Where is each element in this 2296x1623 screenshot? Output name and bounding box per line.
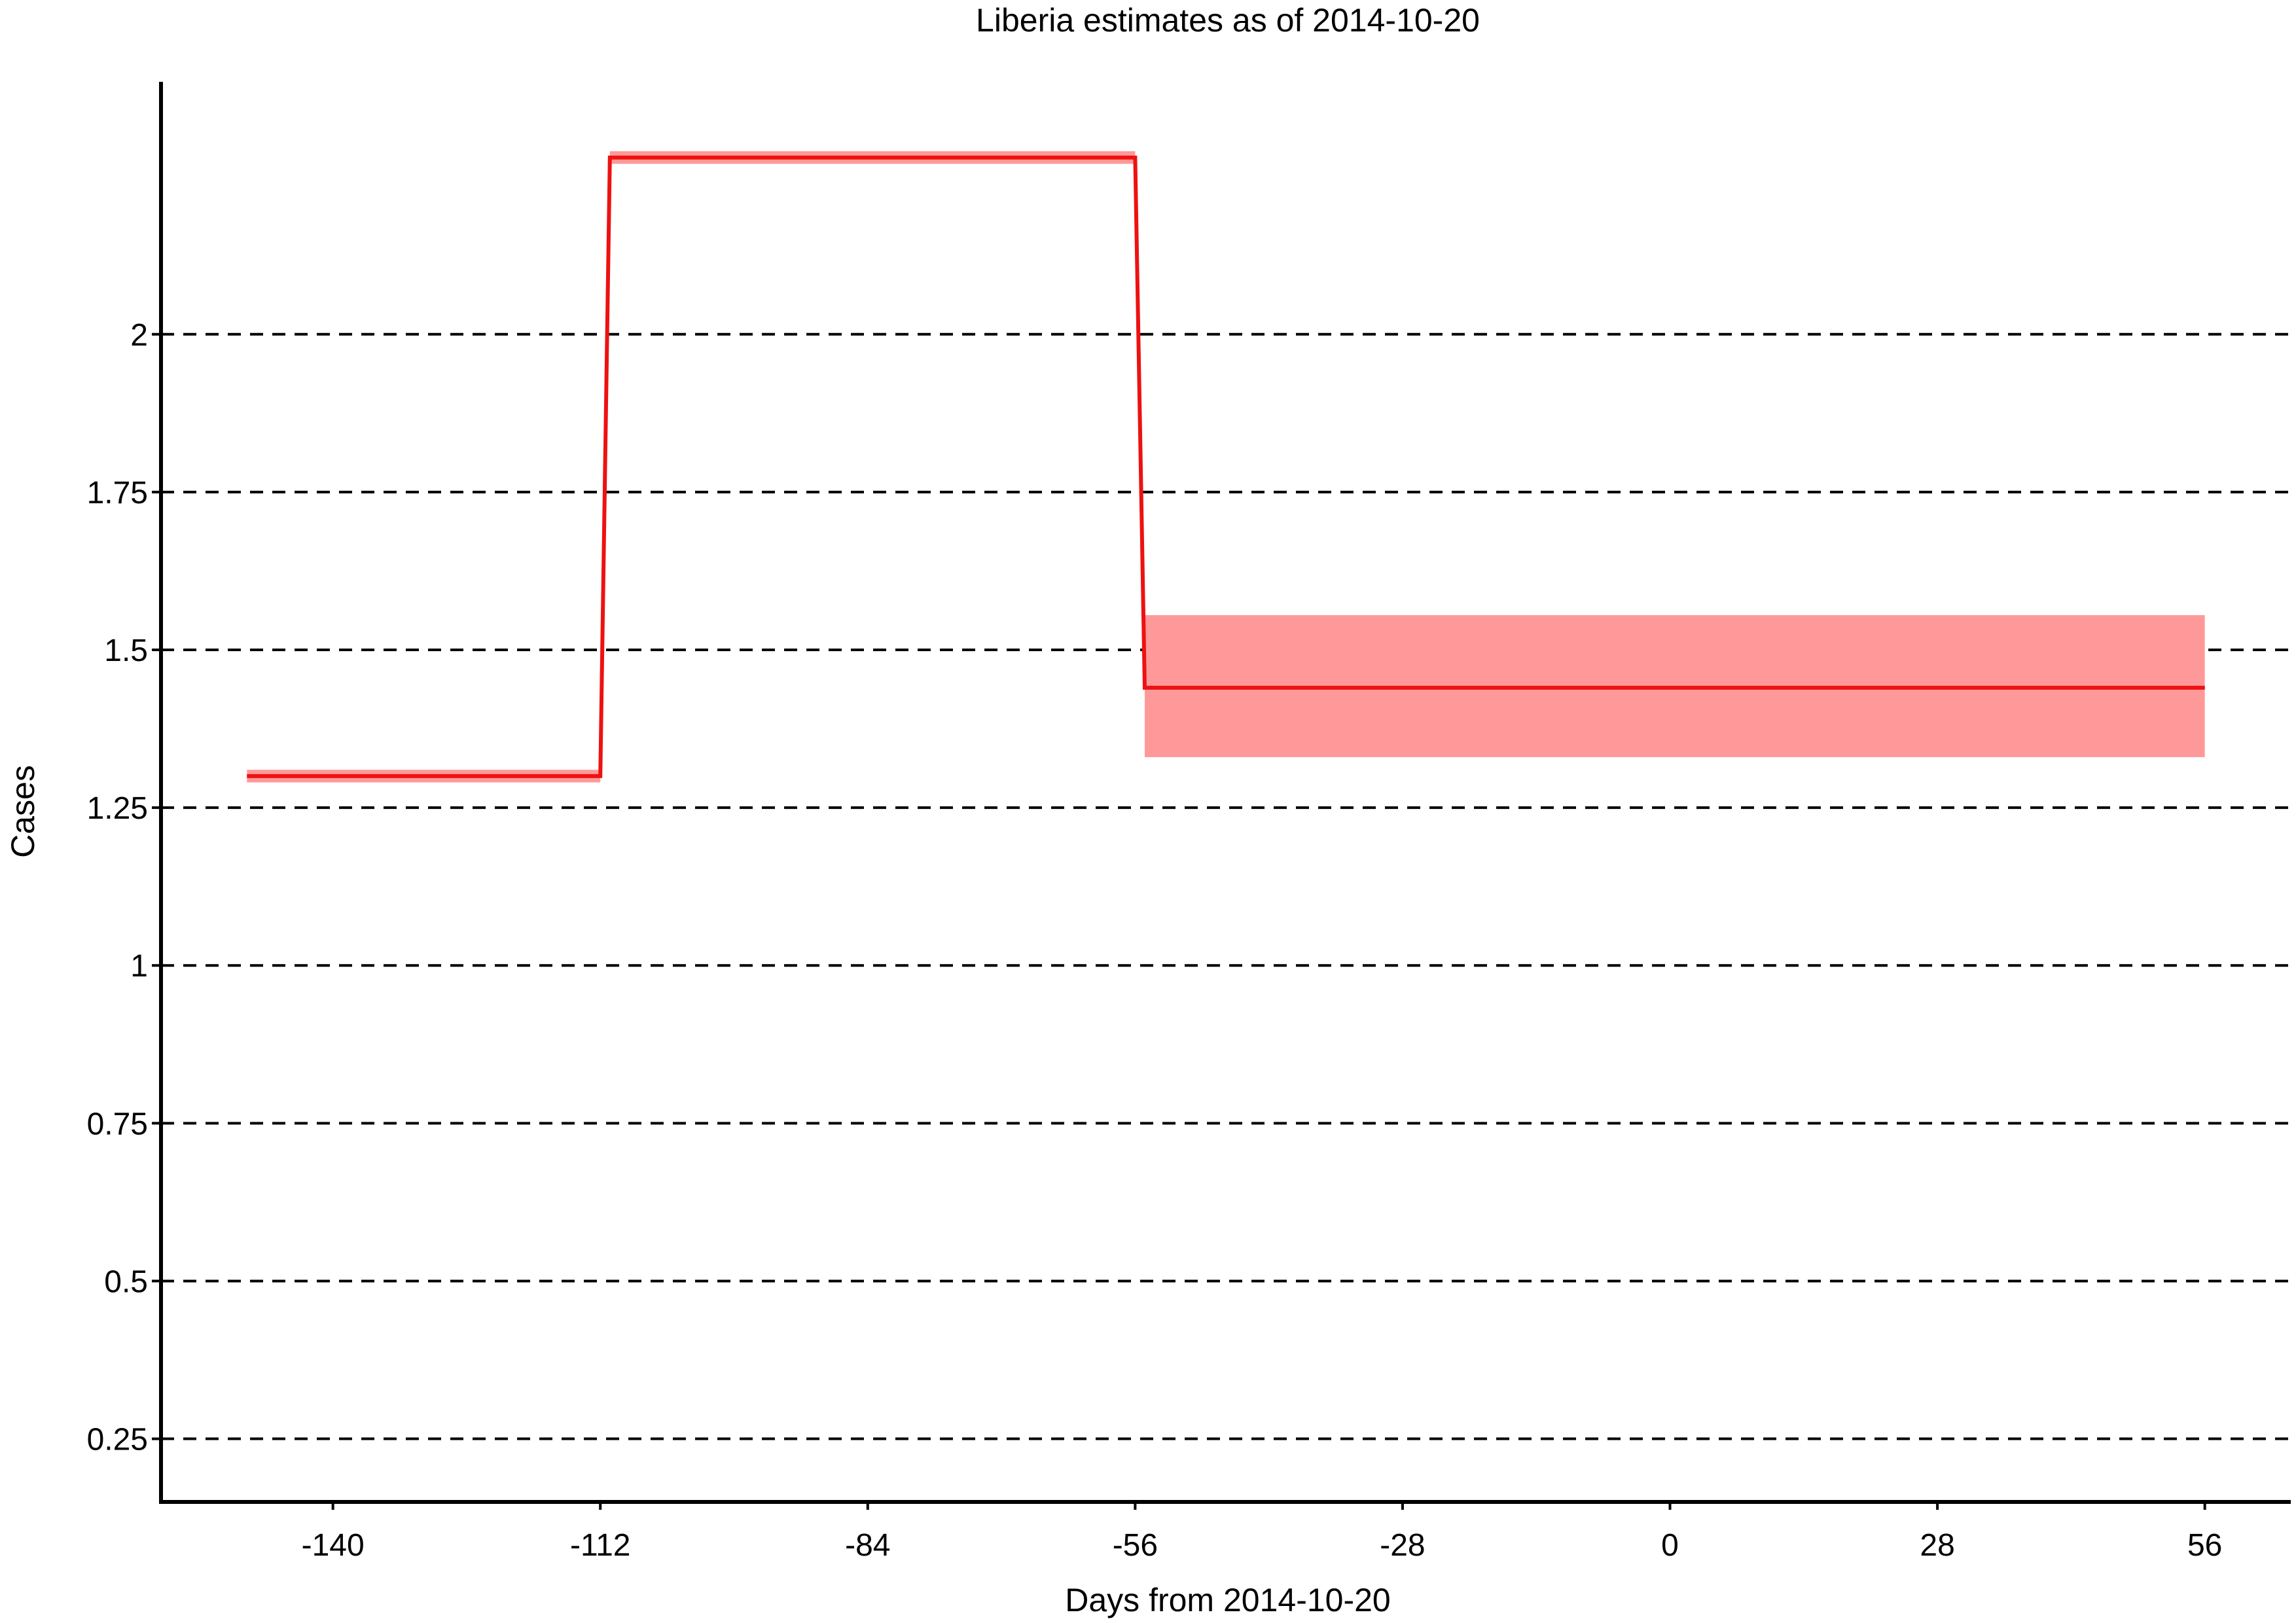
x-tick-label: 0	[1661, 1528, 1679, 1563]
x-axis-title: Days from 2014-10-20	[1065, 1582, 1390, 1618]
y-tick-label: 0.25	[87, 1423, 148, 1457]
y-tick-label: 2	[130, 318, 148, 353]
x-tick-label: -28	[1380, 1528, 1425, 1563]
x-tick-label: -112	[570, 1528, 631, 1563]
y-tick-label: 1	[130, 949, 148, 984]
chart-title: Liberia estimates as of 2014-10-20	[976, 2, 1480, 39]
x-ticks: -140 -112 -84 -56 -28 0 28 56	[302, 1502, 2222, 1563]
x-tick-label: 28	[1920, 1528, 1954, 1563]
y-tick-label: 0.75	[87, 1107, 148, 1141]
x-tick-label: 56	[2187, 1528, 2222, 1563]
y-tick-label: 1.75	[87, 476, 148, 510]
y-ticks: 0.25 0.5 0.75 1 1.25 1.5 1.75 2	[87, 318, 161, 1457]
y-tick-label: 0.5	[104, 1264, 148, 1299]
y-tick-label: 1.25	[87, 791, 148, 826]
x-tick-label: -140	[302, 1528, 365, 1563]
estimate-line	[247, 155, 2205, 778]
axes	[159, 82, 2291, 1504]
y-tick-label: 1.5	[104, 633, 148, 668]
estimate-lines	[247, 155, 2205, 778]
x-tick-label: -56	[1113, 1528, 1158, 1563]
x-tick-label: -84	[845, 1528, 890, 1563]
y-axis-title: Cases	[5, 765, 41, 858]
gridlines	[161, 332, 2291, 1440]
